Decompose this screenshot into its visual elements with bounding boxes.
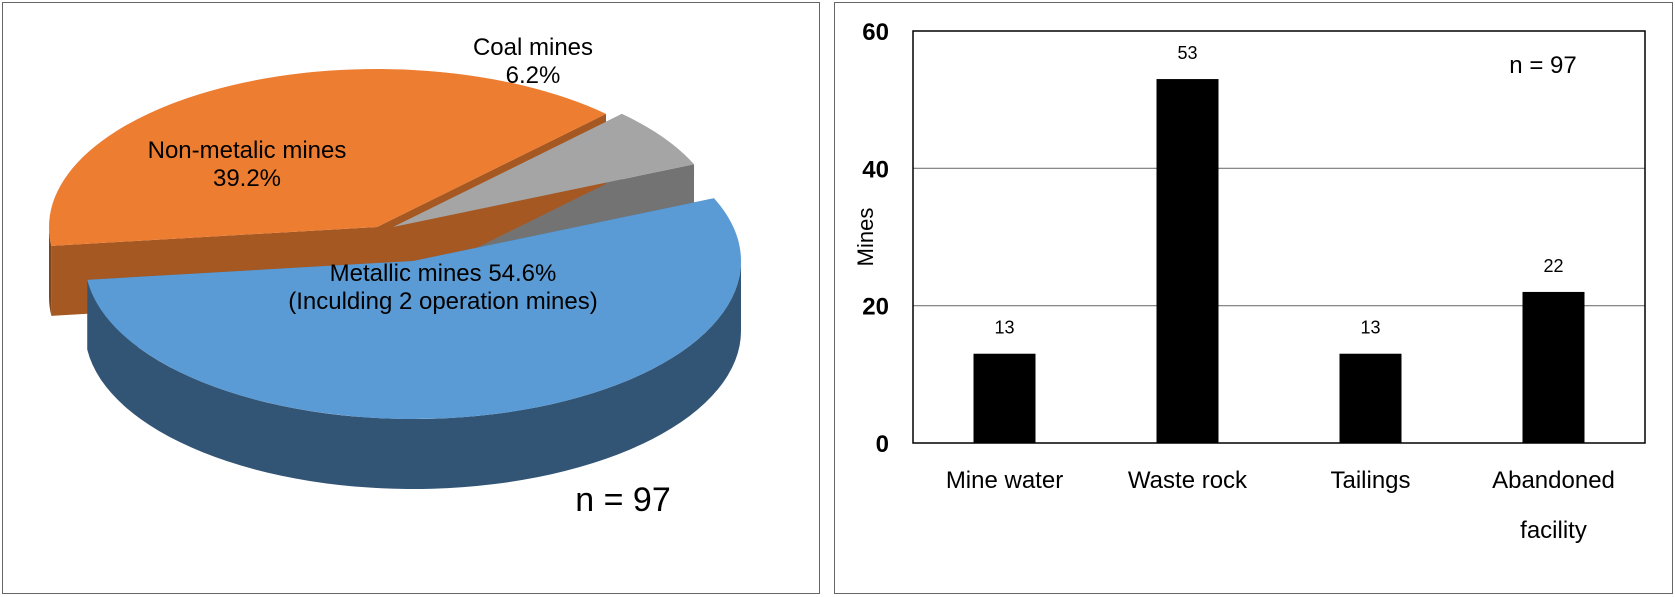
y-tick-label: 60: [862, 19, 889, 46]
non-metallic-mines-percent: 39.2%: [213, 165, 281, 192]
non-metallic-mines-slice: [49, 69, 606, 246]
x-category-label: Waste rock: [1128, 467, 1248, 494]
bar-chart-panel: 0 20 40 60 13 Mine water 53 Waste rock 13 Tailing…: [834, 2, 1673, 594]
bar-value-label: 53: [1177, 43, 1197, 63]
x-category-label: Tailings: [1330, 467, 1410, 494]
bar-tailings: [1339, 353, 1402, 443]
metallic-mines-slice: [87, 198, 742, 420]
y-tick-label: 20: [862, 294, 889, 321]
bar-waste-rock: [1156, 79, 1219, 444]
bar-value-label: 13: [1360, 318, 1380, 338]
coal-mines-slice: [393, 113, 695, 227]
bar-value-label: 13: [994, 318, 1014, 338]
x-category-label: Abandoned: [1492, 467, 1615, 494]
non-metallic-mines-slice-side: [49, 227, 52, 316]
y-tick-label: 0: [876, 431, 889, 458]
y-tick-label: 40: [862, 156, 889, 183]
plot-area-frame: [912, 30, 1646, 444]
pie-sample-size: n = 97: [575, 481, 670, 519]
non-metallic-mines-label: Non-metalic mines: [148, 137, 347, 164]
y-axis-title: Mines: [853, 208, 878, 267]
coal-mines-label: Coal mines: [473, 34, 593, 61]
bar-sample-size: n = 97: [1509, 52, 1576, 79]
bar-abandoned-facility: [1522, 291, 1585, 443]
metallic-mines-label: Metallic mines 54.6%: [330, 260, 557, 287]
bar-value-label: 22: [1543, 256, 1563, 276]
coal-mines-percent: 6.2%: [506, 62, 561, 89]
pie-chart-panel: Coal mines 6.2% Non-metalic mines 39.2% …: [2, 2, 820, 594]
metallic-mines-sublabel: (Inculding 2 operation mines): [288, 288, 598, 315]
bar-chart: 0 20 40 60 13 Mine water 53 Waste rock 13 Tailing…: [853, 19, 1646, 544]
x-category-label: facility: [1520, 517, 1587, 544]
x-category-label: Mine water: [946, 467, 1063, 494]
pie-chart: Coal mines 6.2% Non-metalic mines 39.2% …: [49, 34, 742, 519]
bar-mine-water: [973, 353, 1036, 443]
metallic-mines-slice-side: [87, 261, 742, 490]
